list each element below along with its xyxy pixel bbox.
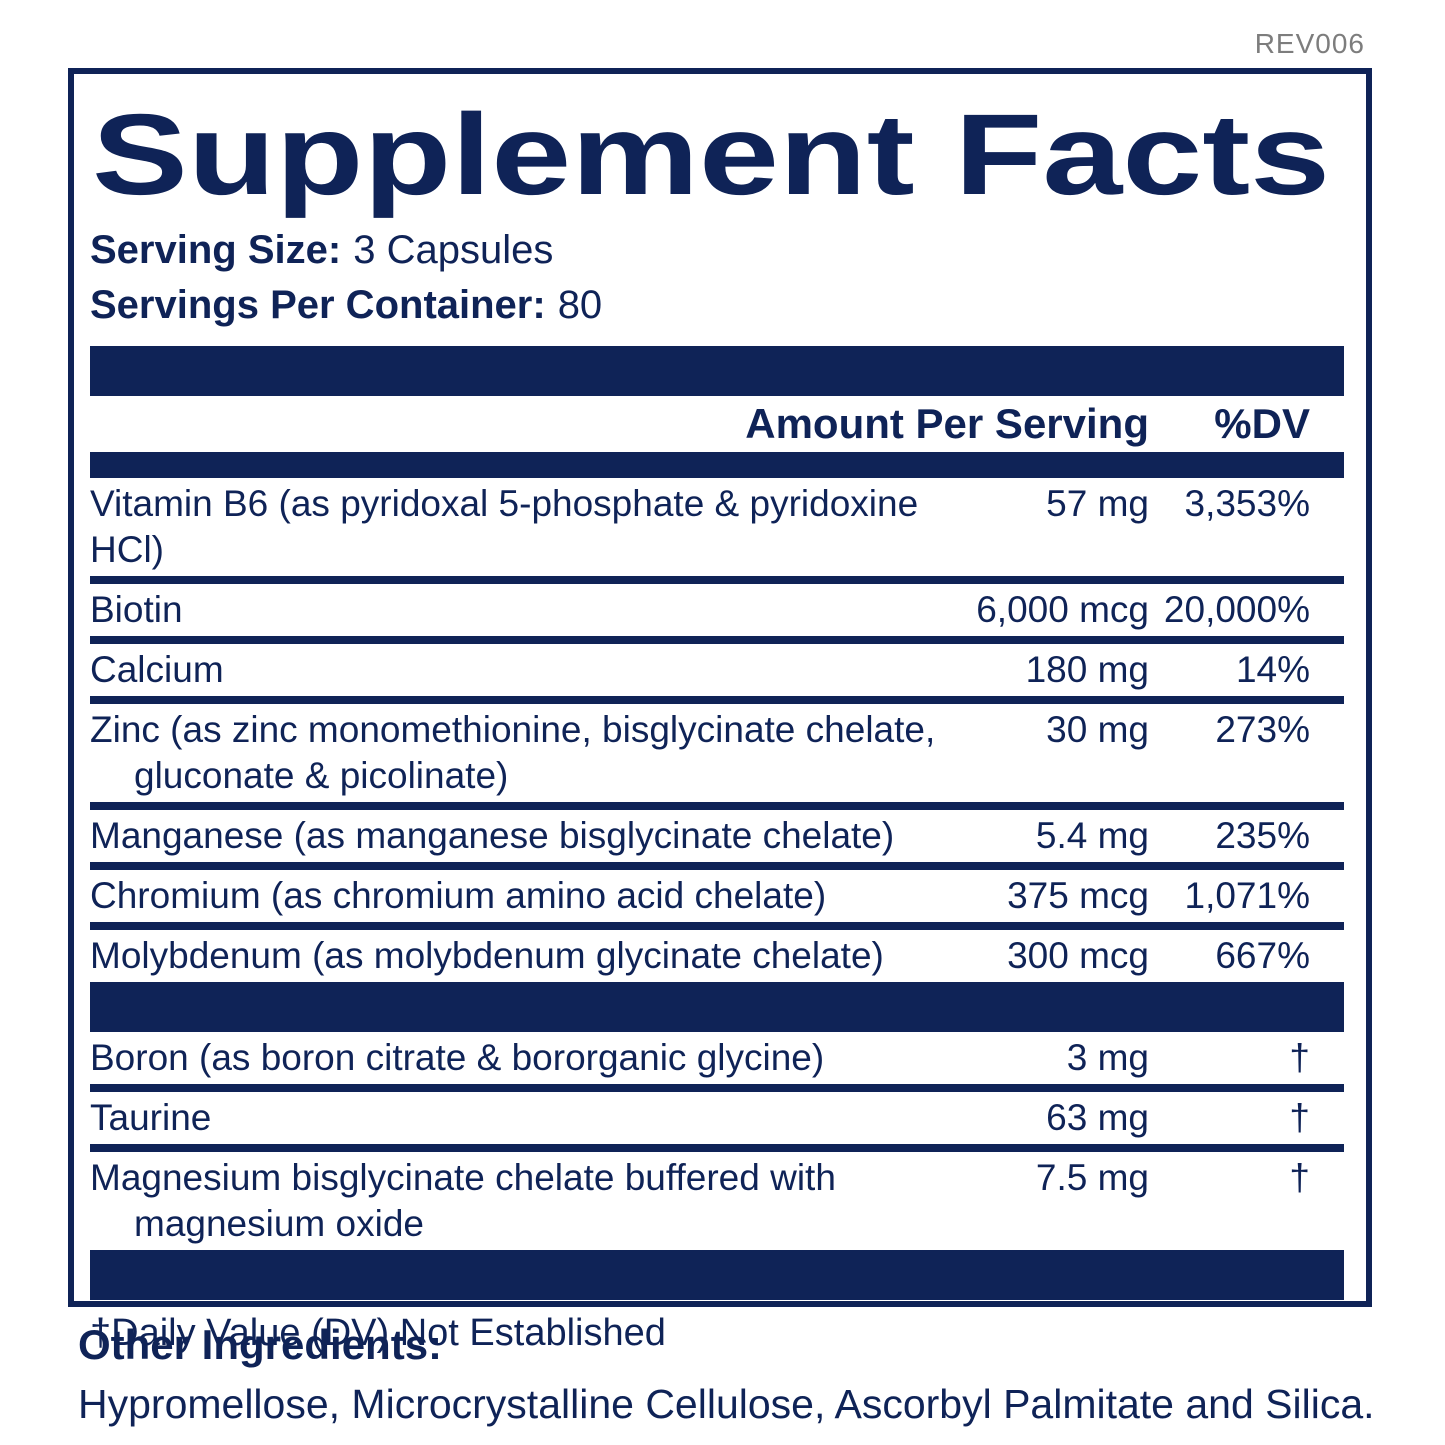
serving-size-line: Serving Size: 3 Capsules xyxy=(90,223,1344,278)
ingredient-name: Calcium xyxy=(90,647,969,693)
row-divider xyxy=(90,696,1344,704)
other-ingredients: Other Ingredients: Hypromellose, Microcr… xyxy=(78,1320,1438,1430)
ingredient-dv: 3,353% xyxy=(1184,483,1311,524)
section-bar-top xyxy=(90,346,1344,396)
row-divider xyxy=(90,636,1344,644)
servings-per-container-value: 80 xyxy=(557,283,603,327)
ingredient-amount: 30 mg xyxy=(1046,709,1149,750)
section-bar-middle xyxy=(90,982,1344,1032)
ingredient-name-line: Molybdenum (as molybdenum glycinate chel… xyxy=(90,935,884,976)
row-divider xyxy=(90,1084,1344,1092)
nutrients-section: Vitamin B6 (as pyridoxal 5-phosphate & p… xyxy=(90,478,1344,982)
ingredient-amount: 6,000 mcg xyxy=(976,589,1149,630)
ingredient-amount: 7.5 mg xyxy=(1035,1157,1149,1198)
ingredient-name: Taurine xyxy=(90,1095,969,1141)
row-divider xyxy=(90,802,1344,810)
ingredient-name-line: magnesium oxide xyxy=(134,1203,424,1244)
ingredient-name-line: Calcium xyxy=(90,649,224,690)
other-ingredients-label: Other Ingredients: xyxy=(78,1321,443,1368)
ingredient-name: Vitamin B6 (as pyridoxal 5-phosphate & p… xyxy=(90,481,969,573)
ingredient-name-line: Chromium (as chromium amino acid chelate… xyxy=(90,875,827,916)
ingredient-amount: 3 mg xyxy=(1066,1037,1149,1078)
table-row: Zinc (as zinc monomethionine, bisglycina… xyxy=(90,704,1344,802)
other-actives-section: Boron (as boron citrate & bororganic gly… xyxy=(90,1032,1344,1250)
serving-size-label: Serving Size: xyxy=(90,228,342,272)
ingredient-amount: 375 mcg xyxy=(1007,875,1149,916)
table-row: Taurine 63 mg † xyxy=(90,1092,1344,1144)
table-row: Magnesium bisglycinate chelate buffered … xyxy=(90,1152,1344,1250)
ingredient-name-line: Biotin xyxy=(90,589,183,630)
other-ingredients-text: Hypromellose, Microcrystalline Cellulose… xyxy=(78,1381,1375,1427)
panel-title: Supplement Facts xyxy=(92,91,1331,219)
table-row: Calcium 180 mg 14% xyxy=(90,644,1344,696)
header-underline-bar xyxy=(90,452,1344,478)
ingredient-name: Manganese (as manganese bisglycinate che… xyxy=(90,813,969,859)
revision-code: REV006 xyxy=(1254,28,1365,59)
percent-dv-header: %DV xyxy=(1214,400,1310,447)
table-row: Vitamin B6 (as pyridoxal 5-phosphate & p… xyxy=(90,478,1344,576)
ingredient-dv: † xyxy=(1289,1157,1310,1198)
ingredient-dv: 667% xyxy=(1215,935,1310,976)
ingredient-dv: † xyxy=(1289,1037,1310,1078)
table-row: Biotin 6,000 mcg 20,000% xyxy=(90,584,1344,636)
ingredient-dv: 14% xyxy=(1235,649,1310,690)
facts-table: Amount Per Serving %DV Vitamin B6 (as py… xyxy=(90,346,1344,1356)
ingredient-dv: 1,071% xyxy=(1184,875,1311,916)
ingredient-name: Chromium (as chromium amino acid chelate… xyxy=(90,873,969,919)
section-bar-bottom xyxy=(90,1250,1344,1300)
servings-per-container-label: Servings Per Container: xyxy=(90,283,546,327)
ingredient-name: Biotin xyxy=(90,587,969,633)
ingredient-amount: 180 mg xyxy=(1025,649,1149,690)
ingredient-name: Boron (as boron citrate & bororganic gly… xyxy=(90,1035,969,1081)
supplement-facts-panel: Supplement Facts Serving Size: 3 Capsules… xyxy=(68,68,1372,1354)
serving-size-value: 3 Capsules xyxy=(353,228,554,272)
row-divider xyxy=(90,1144,1344,1152)
row-divider xyxy=(90,576,1344,584)
amount-per-serving-header: Amount Per Serving xyxy=(745,400,1149,447)
ingredient-name: Zinc (as zinc monomethionine, bisglycina… xyxy=(90,707,969,799)
ingredient-amount: 57 mg xyxy=(1046,483,1149,524)
ingredient-name-line: Vitamin B6 (as pyridoxal 5-phosphate & p… xyxy=(90,483,919,570)
ingredient-amount: 5.4 mg xyxy=(1035,815,1149,856)
table-row: Chromium (as chromium amino acid chelate… xyxy=(90,870,1344,922)
ingredient-amount: 63 mg xyxy=(1046,1097,1149,1138)
table-row: Molybdenum (as molybdenum glycinate chel… xyxy=(90,930,1344,982)
serving-info: Serving Size: 3 Capsules Servings Per Con… xyxy=(90,223,1344,333)
table-row: Manganese (as manganese bisglycinate che… xyxy=(90,810,1344,862)
dv-footnote: †Daily Value (DV) Not Established xyxy=(90,1312,666,1354)
servings-per-container-line: Servings Per Container: 80 xyxy=(90,278,1344,333)
ingredient-name: Molybdenum (as molybdenum glycinate chel… xyxy=(90,933,969,979)
row-divider xyxy=(90,922,1344,930)
ingredient-name-line: Zinc (as zinc monomethionine, bisglycina… xyxy=(90,709,936,750)
ingredient-name-line: Magnesium bisglycinate chelate buffered … xyxy=(90,1157,836,1198)
ingredient-amount: 300 mcg xyxy=(1007,935,1149,976)
ingredient-name-line: Manganese (as manganese bisglycinate che… xyxy=(90,815,895,856)
ingredient-name-line: Taurine xyxy=(90,1097,212,1138)
ingredient-dv: † xyxy=(1289,1097,1310,1138)
ingredient-name-line: Boron (as boron citrate & bororganic gly… xyxy=(90,1037,825,1078)
row-divider xyxy=(90,862,1344,870)
ingredient-dv: 235% xyxy=(1215,815,1310,856)
table-row: Boron (as boron citrate & bororganic gly… xyxy=(90,1032,1344,1084)
ingredient-dv: 273% xyxy=(1215,709,1310,750)
ingredient-dv: 20,000% xyxy=(1163,589,1310,630)
table-header-row: Amount Per Serving %DV xyxy=(90,396,1344,452)
ingredient-name-line: gluconate & picolinate) xyxy=(134,755,509,796)
ingredient-name: Magnesium bisglycinate chelate buffered … xyxy=(90,1155,969,1247)
